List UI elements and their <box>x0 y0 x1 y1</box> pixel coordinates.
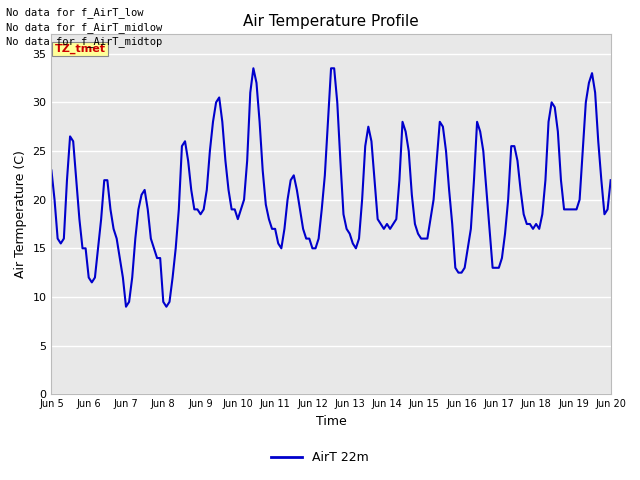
X-axis label: Time: Time <box>316 415 346 428</box>
Text: No data for f_AirT_low: No data for f_AirT_low <box>6 7 144 18</box>
Text: No data for f_AirT_midtop: No data for f_AirT_midtop <box>6 36 163 47</box>
Y-axis label: Air Termperature (C): Air Termperature (C) <box>14 150 27 278</box>
Legend: AirT 22m: AirT 22m <box>266 446 374 469</box>
Title: Air Temperature Profile: Air Temperature Profile <box>243 14 419 29</box>
Text: No data for f_AirT_midlow: No data for f_AirT_midlow <box>6 22 163 33</box>
Text: TZ_tmet: TZ_tmet <box>54 44 106 54</box>
